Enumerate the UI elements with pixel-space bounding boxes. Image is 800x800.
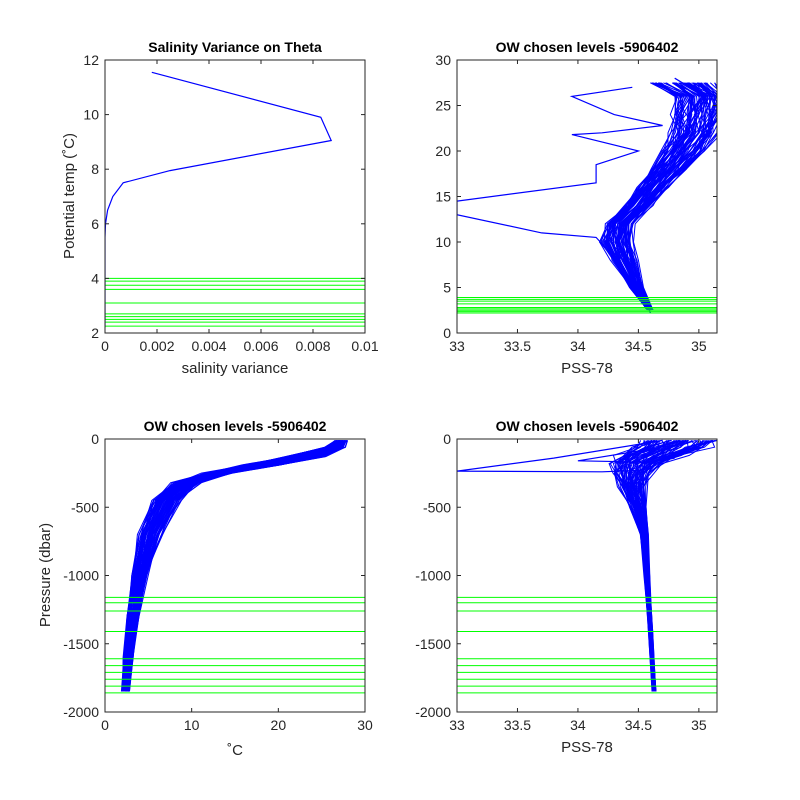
y-tick-label: -500 <box>71 499 99 515</box>
x-tick-label: 10 <box>184 717 200 733</box>
x-tick-label: 34.5 <box>625 717 652 733</box>
y-tick-label: 10 <box>435 234 451 250</box>
x-tick-label: 34 <box>570 717 586 733</box>
profile-line <box>628 82 717 311</box>
plot-area <box>105 439 365 694</box>
y-tick-label: 0 <box>443 431 451 447</box>
y-tick-label: -500 <box>423 499 451 515</box>
y-tick-label: 15 <box>435 189 451 205</box>
profile-band <box>120 439 349 692</box>
x-tick-label: 0.01 <box>351 338 378 354</box>
panel-temperature-pressure: OW chosen levels -5906402 ˚C Pressure (d… <box>37 418 373 759</box>
x-tick-label: 34 <box>570 338 586 354</box>
x-axis-label: PSS-78 <box>561 360 613 377</box>
y-tick-label: 0 <box>443 325 451 341</box>
y-tick-label: -1000 <box>415 568 451 584</box>
profile-line <box>630 82 717 311</box>
y-tick-label: 25 <box>435 98 451 114</box>
x-tick-label: 0.006 <box>243 338 278 354</box>
x-tick-label: 33 <box>449 717 465 733</box>
series-line-0 <box>607 77 706 314</box>
panel-title: Salinity Variance on Theta <box>148 39 322 55</box>
panel-salinity-theta: OW chosen levels -5906402 PSS-78 33 33.5 3… <box>435 39 718 377</box>
x-tick-label: 0 <box>101 338 109 354</box>
plot-area <box>457 77 717 314</box>
panel-title: OW chosen levels -5906402 <box>144 418 327 434</box>
series-line-1 <box>577 442 687 463</box>
y-tick-label: 0 <box>91 431 99 447</box>
panel-salinity-variance: Salinity Variance on Theta salinity vari… <box>61 39 379 377</box>
x-tick-label: 34.5 <box>625 338 652 354</box>
y-tick-label: 6 <box>91 216 99 232</box>
y-axis-label: Potential temp (˚C) <box>61 133 78 259</box>
y-tick-label: 2 <box>91 325 99 341</box>
x-tick-label: 0 <box>101 717 109 733</box>
x-tick-label: 33.5 <box>504 717 531 733</box>
x-axis-label: PSS-78 <box>561 739 613 756</box>
y-tick-label: 8 <box>91 161 99 177</box>
x-tick-label: 35 <box>691 717 707 733</box>
x-tick-label: 33.5 <box>504 338 531 354</box>
series-line-0 <box>457 439 663 473</box>
x-axis-label: ˚C <box>227 742 243 759</box>
y-tick-label: 12 <box>83 52 99 68</box>
series-line-1 <box>457 86 663 314</box>
x-axis-label: salinity variance <box>182 360 289 377</box>
y-tick-label: -2000 <box>415 704 451 720</box>
profile-line <box>123 439 341 692</box>
profile-line <box>642 440 709 692</box>
panel-salinity-pressure: OW chosen levels -5906402 PSS-78 33 33.5 3… <box>415 418 718 756</box>
y-tick-label: -1500 <box>63 636 99 652</box>
x-tick-label: 35 <box>691 338 707 354</box>
x-tick-label: 0.002 <box>139 338 174 354</box>
profile-line <box>127 440 348 692</box>
y-tick-label: -1000 <box>63 568 99 584</box>
x-tick-label: 33 <box>449 338 465 354</box>
plot-area <box>105 71 365 328</box>
panel-title: OW chosen levels -5906402 <box>496 418 679 434</box>
x-tick-label: 0.008 <box>295 338 330 354</box>
y-tick-label: 5 <box>443 280 451 296</box>
x-tick-label: 20 <box>271 717 287 733</box>
x-tick-label: 30 <box>357 717 373 733</box>
axes-box <box>104 59 366 334</box>
y-tick-label: 30 <box>435 52 451 68</box>
y-axis-label: Pressure (dbar) <box>37 523 54 627</box>
panel-title: OW chosen levels -5906402 <box>496 39 679 55</box>
x-tick-label: 0.004 <box>191 338 226 354</box>
y-tick-label: -2000 <box>63 704 99 720</box>
plot-area <box>457 439 717 694</box>
y-tick-label: -1500 <box>415 636 451 652</box>
profile-line <box>627 82 717 311</box>
profile-line <box>611 82 706 311</box>
profile-line <box>632 82 717 311</box>
y-tick-label: 10 <box>83 107 99 123</box>
y-tick-label: 4 <box>91 270 99 286</box>
y-tick-label: 20 <box>435 143 451 159</box>
